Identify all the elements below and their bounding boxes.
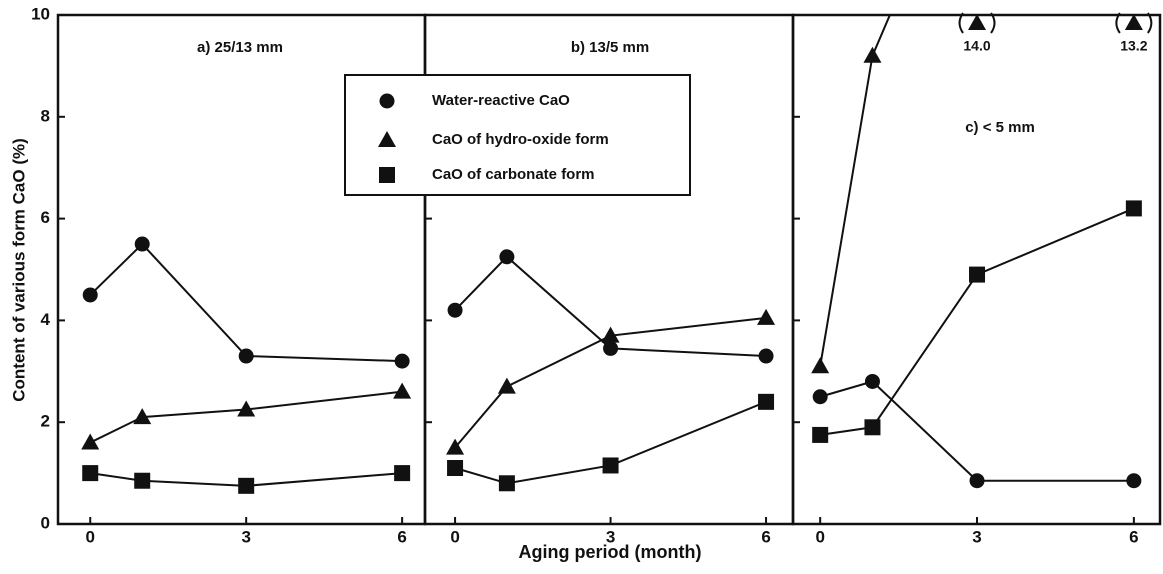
panel-title: c) < 5 mm	[965, 119, 1035, 136]
legend-box	[344, 74, 691, 196]
series-line	[820, 207, 1135, 436]
series-line	[89, 390, 403, 444]
marker	[602, 457, 619, 474]
marker	[863, 46, 882, 63]
marker	[82, 287, 98, 303]
x-tick-label: 0	[450, 527, 459, 546]
marker	[864, 419, 881, 436]
marker	[134, 472, 151, 489]
series-line	[454, 316, 767, 449]
y-tick-label: 10	[31, 4, 50, 23]
x-tick-label: 3	[972, 527, 981, 546]
marker	[812, 426, 829, 443]
y-axis-label: Content of various form CaO (%)	[9, 138, 28, 402]
series-line	[454, 400, 767, 485]
x-tick-label: 6	[1129, 527, 1138, 546]
marker	[82, 465, 99, 482]
y-tick-label: 0	[41, 513, 50, 532]
panel-title: b) 13/5 mm	[571, 39, 649, 56]
series-line	[89, 242, 403, 363]
series-line	[90, 472, 403, 487]
marker	[447, 460, 464, 477]
y-tick-label: 6	[41, 208, 50, 227]
marker	[394, 353, 410, 369]
marker	[969, 473, 985, 489]
marker	[134, 236, 150, 252]
x-tick-label: 0	[815, 527, 824, 546]
marker	[812, 389, 828, 405]
value-label: 13.2	[1120, 38, 1147, 54]
series-line	[819, 15, 891, 367]
paren	[958, 12, 996, 34]
paren	[1115, 12, 1153, 34]
marker	[757, 308, 776, 325]
marker	[499, 249, 515, 265]
marker	[1125, 200, 1142, 217]
x-tick-label: 3	[606, 527, 615, 546]
plot-area	[454, 255, 767, 485]
x-tick-label: 0	[85, 527, 94, 546]
x-tick-label: 6	[397, 527, 406, 546]
marker	[379, 93, 395, 109]
value-label: 14.0	[963, 38, 990, 54]
marker	[133, 408, 152, 425]
marker	[758, 348, 774, 364]
legend-label: CaO of carbonate form	[432, 166, 595, 183]
marker	[238, 348, 254, 364]
x-tick-label: 3	[241, 527, 250, 546]
marker	[394, 465, 411, 482]
y-tick-label: 4	[41, 310, 51, 329]
series-line	[454, 255, 767, 358]
marker	[1126, 473, 1142, 489]
marker	[497, 377, 516, 394]
marker	[379, 167, 395, 183]
marker	[498, 475, 515, 492]
marker	[864, 373, 880, 389]
marker	[811, 357, 830, 374]
marker	[81, 433, 100, 450]
plot-area	[89, 242, 403, 487]
marker	[758, 393, 775, 410]
y-tick-label: 8	[41, 106, 50, 125]
marker	[601, 326, 620, 343]
marker	[603, 340, 619, 356]
plot-area	[819, 15, 1135, 482]
marker	[969, 266, 986, 283]
x-tick-label: 6	[761, 527, 770, 546]
marker	[447, 302, 463, 318]
legend-label: CaO of hydro-oxide form	[432, 131, 609, 148]
marker	[237, 400, 256, 417]
marker	[446, 438, 465, 455]
marker	[378, 131, 396, 147]
x-axis-label: Aging period (month)	[519, 542, 702, 562]
marker	[968, 14, 987, 30]
series-line	[819, 380, 1134, 482]
legend-label: Water-reactive CaO	[432, 92, 570, 109]
marker	[1124, 14, 1143, 30]
marker	[393, 382, 412, 399]
y-tick-label: 2	[41, 412, 50, 431]
marker	[238, 477, 255, 494]
panel-title: a) 25/13 mm	[197, 39, 283, 56]
